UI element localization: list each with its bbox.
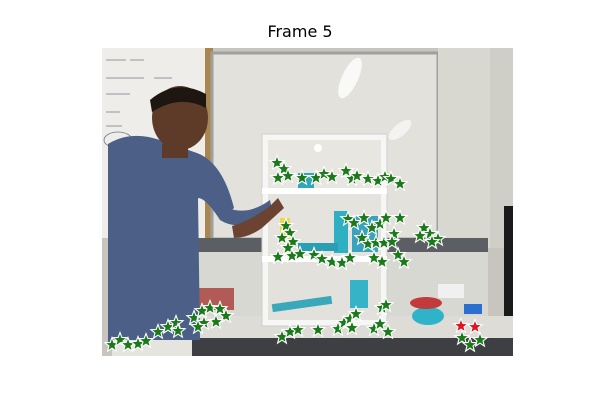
green-star-marker [382, 169, 400, 187]
light-glare [338, 57, 362, 99]
desk-objects [180, 284, 482, 325]
green-star-marker [211, 299, 229, 317]
green-star-marker [281, 223, 299, 241]
green-star-marker [291, 244, 309, 262]
green-star-marker [377, 295, 395, 313]
whiteboard-frame [205, 48, 213, 238]
green-star-marker [309, 320, 327, 338]
green-star-marker [385, 224, 403, 242]
green-star-marker [275, 159, 293, 177]
green-star-marker [395, 252, 413, 270]
person [108, 86, 284, 356]
green-star-marker [315, 164, 333, 182]
green-star-marker [371, 314, 389, 332]
red-star-marker [466, 317, 484, 335]
green-star-marker [269, 247, 287, 265]
green-star-marker [293, 168, 311, 186]
green-star-marker [347, 304, 365, 322]
green-star-marker [391, 174, 409, 192]
green-star-marker [359, 169, 377, 187]
green-star-marker [453, 328, 471, 346]
light-glare-2 [388, 119, 412, 141]
green-star-marker [355, 208, 373, 226]
green-star-marker [377, 208, 395, 226]
desk-edge [182, 338, 513, 356]
right-wall-edge [490, 48, 513, 248]
green-star-marker [383, 232, 401, 250]
green-star-marker [289, 320, 307, 338]
marker-layer [103, 153, 489, 353]
green-star-marker [149, 322, 167, 340]
green-star-marker [461, 335, 479, 353]
green-star-marker [423, 232, 441, 250]
green-star-marker [389, 245, 407, 263]
green-star-marker [365, 248, 383, 266]
green-star-marker [217, 306, 235, 324]
green-star-marker [348, 166, 366, 184]
figure-title: Frame 5 [267, 22, 333, 41]
green-star-marker [273, 228, 291, 246]
green-star-marker [391, 208, 409, 226]
green-star-marker [411, 226, 429, 244]
green-star-marker [313, 249, 331, 267]
green-star-marker [341, 248, 359, 266]
green-star-marker [337, 161, 355, 179]
green-star-marker [201, 298, 219, 316]
green-star-marker [379, 322, 397, 340]
green-star-marker [137, 331, 155, 349]
green-star-marker [189, 317, 207, 335]
dark-object [504, 206, 513, 356]
green-star-marker [279, 238, 297, 256]
green-star-marker [421, 224, 439, 242]
green-star-marker [345, 213, 363, 231]
camera-frame [102, 48, 513, 356]
green-star-marker [207, 312, 225, 330]
green-star-marker [323, 252, 341, 270]
green-star-marker [279, 166, 297, 184]
green-star-marker [323, 167, 341, 185]
green-star-marker [167, 313, 185, 331]
green-star-marker [111, 330, 129, 348]
green-star-marker [305, 245, 323, 263]
green-star-marker [471, 330, 489, 348]
green-star-marker [343, 318, 361, 336]
green-star-marker [169, 321, 187, 339]
red-star-marker [452, 316, 470, 334]
scene-image [102, 48, 513, 356]
green-star-marker [277, 216, 295, 234]
